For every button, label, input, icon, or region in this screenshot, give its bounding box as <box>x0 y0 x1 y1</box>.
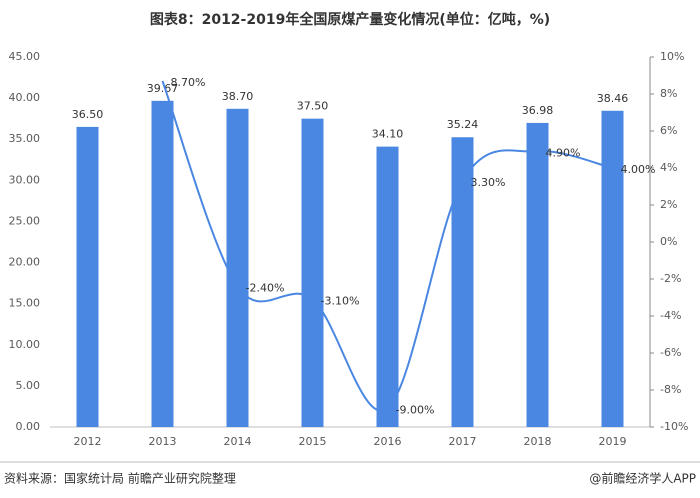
bar <box>376 146 399 427</box>
bar <box>151 100 174 427</box>
bar-label: 39.67 <box>147 82 179 95</box>
y-tick-label: 5.00 <box>16 379 41 392</box>
bar <box>601 110 624 428</box>
y2-tick-label: 8% <box>660 87 677 100</box>
y-tick-label: 35.00 <box>9 132 41 145</box>
bar <box>226 108 249 428</box>
line-label: 4.90% <box>546 146 581 159</box>
line-label: 8.70% <box>171 76 206 89</box>
x-tick-label: 2012 <box>74 435 102 448</box>
x-tick-label: 2017 <box>449 435 477 448</box>
y-tick-label: 45.00 <box>9 50 41 63</box>
y2-tick-label: -8% <box>660 383 681 396</box>
y-tick-label: 30.00 <box>9 173 41 186</box>
y-tick-label: 0.00 <box>16 420 41 433</box>
y2-tick-label: -4% <box>660 309 681 322</box>
y2-tick-label: 0% <box>660 235 677 248</box>
y2-tick-label: -10% <box>660 420 688 433</box>
source: 资料来源：国家统计局 前瞻产业研究院整理 <box>4 471 236 486</box>
bar-label: 37.50 <box>297 100 329 113</box>
bar-label: 36.98 <box>522 104 554 117</box>
line-label: 3.30% <box>471 176 506 189</box>
line-label: -3.10% <box>321 294 360 307</box>
line-label: -2.40% <box>246 281 285 294</box>
line <box>161 80 613 412</box>
bar-label: 38.46 <box>597 92 629 105</box>
x-tick-label: 2014 <box>224 435 252 448</box>
y-tick-label: 25.00 <box>9 214 41 227</box>
chart-title: 图表8：2012-2019年全国原煤产量变化情况(单位：亿吨，%) <box>150 11 550 28</box>
bar <box>76 126 99 427</box>
bar-label: 34.10 <box>372 128 404 141</box>
y-tick-label: 20.00 <box>9 256 41 269</box>
y2-tick-label: 2% <box>660 198 677 211</box>
bar <box>301 118 324 428</box>
x-tick-label: 2019 <box>599 435 627 448</box>
credit: @前瞻经济学人APP <box>589 471 696 486</box>
bar <box>526 122 549 427</box>
y-tick-label: 15.00 <box>9 297 41 310</box>
bar-label: 38.70 <box>222 90 254 103</box>
x-tick-label: 2015 <box>299 435 327 448</box>
y2-tick-label: -2% <box>660 272 681 285</box>
line-label: 4.00% <box>621 163 656 176</box>
y2-tick-label: 10% <box>660 50 684 63</box>
y2-tick-label: 6% <box>660 124 677 137</box>
x-tick-label: 2018 <box>524 435 552 448</box>
y2-tick-label: -6% <box>660 346 681 359</box>
bar-label: 35.24 <box>447 118 479 131</box>
bar-label: 36.50 <box>72 108 104 121</box>
x-tick-label: 2013 <box>149 435 177 448</box>
line-label: -9.00% <box>396 404 435 417</box>
bar <box>451 137 474 427</box>
y-tick-label: 10.00 <box>9 338 41 351</box>
x-tick-label: 2016 <box>374 435 402 448</box>
y-tick-label: 40.00 <box>9 91 41 104</box>
y2-tick-label: 4% <box>660 161 677 174</box>
